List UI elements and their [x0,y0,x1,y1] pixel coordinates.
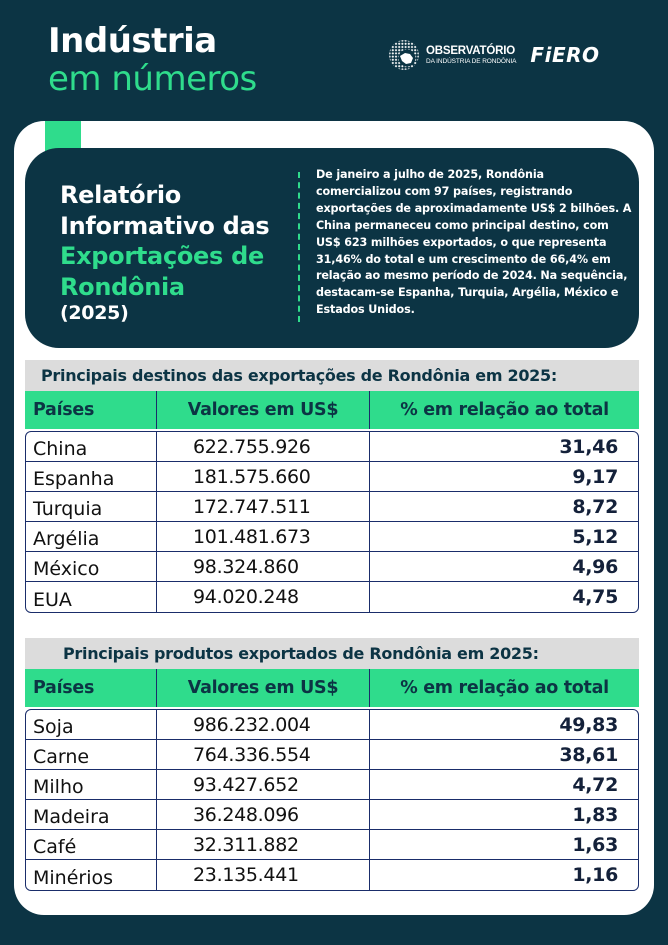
table-row: México 98.324.860 4,96 [26,552,638,582]
row-name: Soja [26,710,157,739]
destinations-table-body: China 622.755.926 31,46 Espanha 181.575.660 9… [25,431,639,613]
report-title: Relatório Informativo das Exportações de… [60,180,270,324]
row-value: 98.324.860 [157,552,370,581]
row-name: Minérios [26,860,157,890]
header-percent: % em relação ao total [400,400,609,420]
products-table: Principais produtos exportados de Rondôn… [25,638,639,891]
destinations-table: Principais destinos das exportações de R… [25,360,639,613]
row-name: Madeira [26,800,157,829]
row-value: 172.747.511 [157,492,370,521]
row-name: China [26,432,157,461]
report-title-line1: Relatório [60,181,181,209]
row-value: 93.427.652 [157,770,370,799]
row-value: 94.020.248 [157,582,370,612]
dashed-divider [298,172,300,322]
page-title: Indústria em números [48,22,257,98]
row-value: 36.248.096 [157,800,370,829]
header-valores: Valores em US$ [157,669,370,707]
table-row: Café 32.311.882 1,63 [26,830,638,860]
observatorio-subtitle: DA INDÚSTRIA DE RONDÔNIA [426,57,517,65]
row-name: Carne [26,740,157,769]
row-percent: 5,12 [572,525,618,548]
observatorio-logo: OBSERVATÓRIO DA INDÚSTRIA DE RONDÔNIA [426,44,517,66]
table-row: EUA 94.020.248 4,75 [26,582,638,612]
destinations-table-header: Países Valores em US$ % em relação ao to… [25,391,639,429]
header-paises: Países [25,669,157,707]
row-percent: 1,83 [572,803,618,826]
observatorio-globe-icon [388,39,420,71]
row-name: Milho [26,770,157,799]
row-value: 622.755.926 [157,432,370,461]
destinations-table-title: Principais destinos das exportações de R… [25,360,639,391]
products-table-body: Soja 986.232.004 49,83 Carne 764.336.554 38,6… [25,709,639,891]
table-row: Milho 93.427.652 4,72 [26,770,638,800]
row-value: 32.311.882 [157,830,370,859]
fiero-logo: FiERO [530,43,600,67]
row-percent: 9,17 [572,465,618,488]
row-percent: 4,72 [572,773,618,796]
row-value: 23.135.441 [157,860,370,890]
row-value: 101.481.673 [157,522,370,551]
row-value: 764.336.554 [157,740,370,769]
table-row: Argélia 101.481.673 5,12 [26,522,638,552]
title-line-industria: Indústria [48,21,217,61]
row-name: Turquia [26,492,157,521]
report-title-line3: Exportações de [60,242,264,270]
report-year: (2025) [60,302,129,324]
row-percent: 4,96 [572,555,618,578]
row-name: EUA [26,582,157,612]
row-name: Espanha [26,462,157,491]
table-row: Carne 764.336.554 38,61 [26,740,638,770]
header-valores: Valores em US$ [157,391,370,429]
table-row: Minérios 23.135.441 1,16 [26,860,638,890]
table-row: Turquia 172.747.511 8,72 [26,492,638,522]
logos: OBSERVATÓRIO DA INDÚSTRIA DE RONDÔNIA Fi… [388,38,600,72]
intro-panel [25,148,639,348]
row-name: Café [26,830,157,859]
title-line-em-numeros: em números [48,59,257,99]
row-percent: 1,16 [572,864,618,886]
header-percent: % em relação ao total [400,678,609,698]
report-title-line4: Rondônia [60,272,185,301]
row-percent: 38,61 [559,743,618,766]
row-value: 986.232.004 [157,710,370,739]
row-percent: 8,72 [572,495,618,518]
row-percent: 31,46 [559,435,618,458]
row-percent: 4,75 [572,586,618,608]
row-percent: 1,63 [572,833,618,856]
observatorio-name: OBSERVATÓRIO [426,44,515,57]
row-value: 181.575.660 [157,462,370,491]
table-row: China 622.755.926 31,46 [26,432,638,462]
header-paises: Países [25,391,157,429]
intro-summary: De janeiro a julho de 2025, Rondônia com… [316,168,632,317]
report-title-line2: Informativo das [60,211,270,240]
row-name: Argélia [26,522,157,551]
products-table-header: Países Valores em US$ % em relação ao to… [25,669,639,707]
row-percent: 49,83 [559,713,618,736]
table-row: Madeira 36.248.096 1,83 [26,800,638,830]
table-row: Soja 986.232.004 49,83 [26,710,638,740]
row-name: México [26,552,157,581]
products-table-title: Principais produtos exportados de Rondôn… [25,638,639,669]
table-row: Espanha 181.575.660 9,17 [26,462,638,492]
